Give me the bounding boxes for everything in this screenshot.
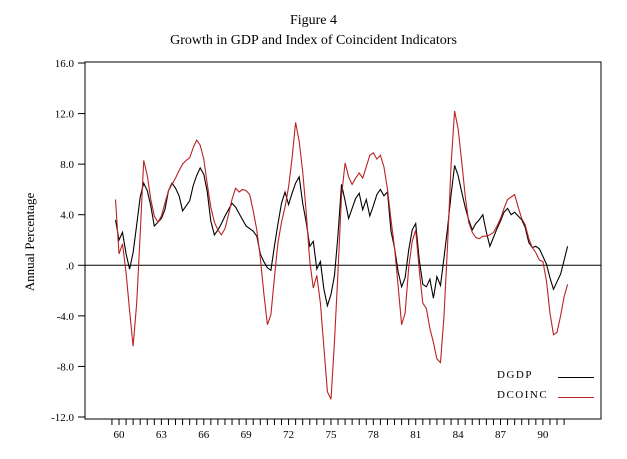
legend-line-sample-dcoinc	[558, 397, 594, 398]
svg-text:.0: .0	[66, 260, 75, 272]
legend-item-dgdp: DGDP	[497, 366, 627, 386]
legend-label-dcoinc: DCOINC	[497, 389, 549, 401]
svg-text:72: 72	[283, 429, 294, 441]
figure-subtitle: Growth in GDP and Index of Coincident In…	[170, 33, 457, 48]
legend-line-sample-dgdp	[558, 377, 594, 378]
svg-text:75: 75	[325, 429, 337, 441]
svg-text:78: 78	[368, 429, 380, 441]
svg-text:4.0: 4.0	[60, 210, 74, 222]
svg-text:81: 81	[410, 429, 421, 441]
legend-item-dcoinc: DCOINC	[497, 386, 627, 406]
figure-title: Figure 4	[289, 13, 338, 28]
svg-text:66: 66	[198, 429, 210, 441]
svg-text:69: 69	[241, 429, 253, 441]
svg-text:-12.0: -12.0	[51, 412, 74, 424]
svg-text:16.0: 16.0	[55, 58, 75, 70]
svg-text:12.0: 12.0	[55, 109, 75, 121]
svg-text:90: 90	[537, 429, 549, 441]
svg-text:60: 60	[114, 429, 126, 441]
svg-text:84: 84	[453, 429, 465, 441]
svg-text:63: 63	[156, 429, 168, 441]
svg-text:8.0: 8.0	[60, 159, 74, 171]
svg-text:-8.0: -8.0	[57, 361, 75, 373]
svg-text:-4.0: -4.0	[57, 311, 75, 323]
legend: DGDP DCOINC	[497, 366, 627, 406]
svg-text:87: 87	[495, 429, 507, 441]
legend-label-dgdp: DGDP	[497, 369, 533, 381]
